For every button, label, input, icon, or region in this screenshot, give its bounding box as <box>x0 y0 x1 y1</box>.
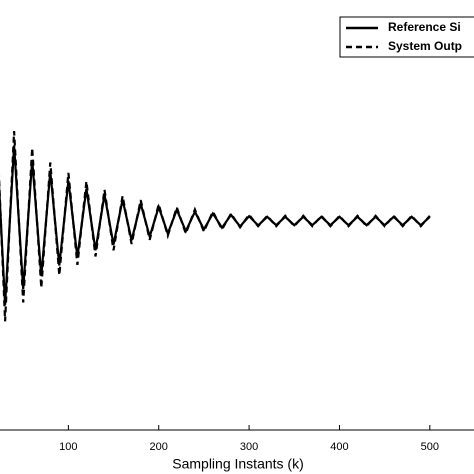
x-tick-label: 500 <box>421 441 439 453</box>
legend-label: System Outp <box>388 39 462 53</box>
x-axis-label: Sampling Instants (k) <box>172 456 304 472</box>
x-tick-label: 300 <box>240 441 258 453</box>
legend-box <box>339 16 474 58</box>
x-tick-label: 100 <box>59 441 77 453</box>
legend-label: Reference Si <box>388 20 461 34</box>
x-tick-label: 200 <box>150 441 168 453</box>
x-tick-label: 400 <box>330 441 348 453</box>
series-line <box>0 131 431 322</box>
